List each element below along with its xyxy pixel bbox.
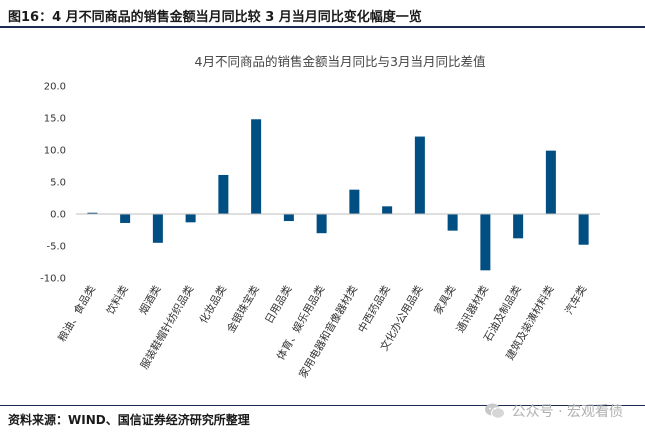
category-label: 粮油、食品类 <box>55 283 98 344</box>
bar <box>87 212 98 214</box>
bar <box>316 214 327 234</box>
figure-header: 图16：4 月不同商品的销售金额当月同比较 3 月当月同比变化幅度一览 <box>0 0 645 30</box>
category-label: 中西药品类 <box>355 283 393 335</box>
category-label: 金银珠宝类 <box>224 283 262 335</box>
figure-title: 图16：4 月不同商品的销售金额当月同比较 3 月当月同比变化幅度一览 <box>8 10 422 25</box>
bar <box>152 214 163 243</box>
bar <box>545 150 556 214</box>
category-label: 家具类 <box>431 283 458 317</box>
bar <box>447 214 458 231</box>
category-label: 饮料类 <box>104 283 131 317</box>
y-tick-label: 5.0 <box>50 178 66 189</box>
bar <box>120 214 131 223</box>
bar-series <box>87 119 589 271</box>
category-label: 烟酒类 <box>136 283 163 317</box>
footer-rule <box>0 405 645 406</box>
bar-chart: 4月不同商品的销售金额当月同比与3月当月同比差值 20.0 15.0 10.0 5.0… <box>40 54 600 381</box>
watermark: 公众号 · 宏观看债 <box>484 401 623 421</box>
y-axis: 20.0 15.0 10.0 5.0 0.0 -5.0 -10.0 <box>40 82 66 285</box>
y-tick-label: 10.0 <box>44 146 66 157</box>
y-tick-label: 20.0 <box>44 82 66 93</box>
bar <box>480 214 491 271</box>
category-label: 化妆品类 <box>197 283 230 326</box>
category-label: 家用电器和音像器材类 <box>296 283 360 381</box>
y-tick-label: 0.0 <box>50 210 66 221</box>
wechat-icon <box>484 403 505 419</box>
y-tick-label: -10.0 <box>40 274 66 285</box>
bar <box>578 214 589 245</box>
bar <box>251 119 262 214</box>
bar <box>414 136 425 214</box>
category-label: 日用品类 <box>262 283 295 326</box>
bar <box>349 189 360 214</box>
bar <box>218 174 229 214</box>
bar <box>382 206 393 214</box>
y-tick-label: -5.0 <box>46 242 66 253</box>
bar <box>185 214 196 223</box>
watermark-text: 公众号 · 宏观看债 <box>511 404 623 420</box>
header-rule <box>0 26 645 28</box>
chart-title: 4月不同商品的销售金额当月同比与3月当月同比差值 <box>195 54 486 69</box>
source-note: 资料来源：WIND、国信证券经济研究所整理 <box>8 413 250 427</box>
category-label: 汽车类 <box>562 283 589 317</box>
bar <box>513 214 524 239</box>
y-tick-label: 15.0 <box>44 114 66 125</box>
bar <box>283 214 294 222</box>
category-label: 通讯器材类 <box>453 283 491 335</box>
